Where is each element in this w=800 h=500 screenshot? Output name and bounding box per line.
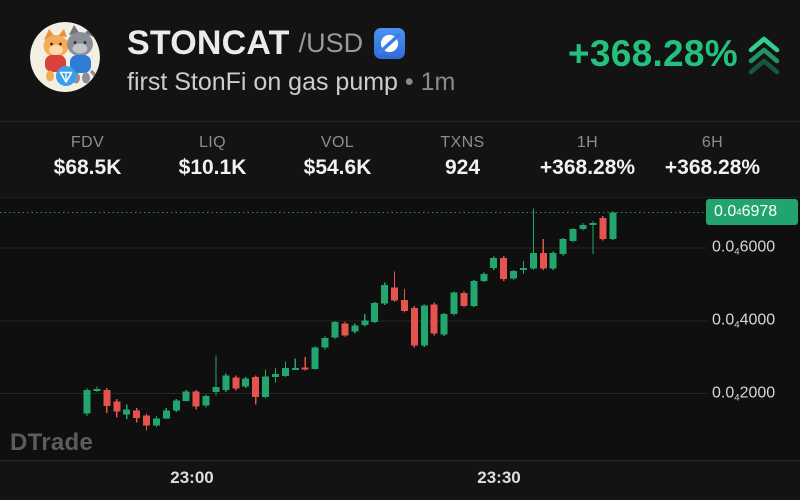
stat-value: $10.1K: [178, 156, 247, 179]
title-block: STONCAT/USD first StonFi on gas pump • 1…: [127, 24, 455, 97]
stat-label: FDV: [70, 134, 105, 151]
stonfi-app-icon[interactable]: [374, 28, 406, 59]
watermark: DTrade: [10, 429, 94, 456]
pair-suffix: /USD: [298, 28, 364, 58]
header: STONCAT/USD first StonFi on gas pump • 1…: [0, 0, 800, 121]
price-prefix: 0.0: [714, 203, 737, 221]
stat-label: VOL: [320, 134, 355, 151]
price-subscript: 4: [736, 206, 742, 218]
token-avatar-image: [30, 22, 100, 92]
page-title: STONCAT: [127, 24, 290, 62]
triple-chevron-up-icon: [748, 36, 780, 74]
timeframe-label: • 1m: [404, 68, 456, 96]
stat-label: TXNS: [440, 134, 485, 151]
candlestick-chart[interactable]: [0, 198, 800, 462]
stat-value: $68.5K: [53, 156, 122, 179]
current-price-badge: 0.0 4 6978: [706, 199, 798, 226]
stat-value: +368.28%: [539, 156, 636, 179]
chart-section: 0.0 4 6978 DTrade 0.046000 0.044000 0.042000: [0, 197, 800, 461]
token-avatar: [30, 22, 100, 92]
stats-bar: FDV $68.5K LIQ $10.1K VOL $54.6K TXNS 92…: [0, 121, 800, 197]
stat-label: 6H: [701, 134, 724, 151]
stat-value: +368.28%: [664, 156, 761, 179]
stat-label: 1H: [576, 134, 599, 151]
y-axis-label: 0.042000: [712, 384, 776, 403]
stat-fdv: FDV $68.5K: [25, 134, 150, 197]
time-axis: 23:00 23:30: [0, 462, 800, 500]
stat-txns: TXNS 924: [400, 134, 525, 197]
subtitle-text: first StonFi on gas pump: [127, 68, 398, 96]
stat-liq: LIQ $10.1K: [150, 134, 275, 197]
y-axis-label: 0.044000: [712, 311, 776, 331]
stat-6h: 6H +368.28%: [650, 134, 775, 197]
stat-value: $54.6K: [303, 156, 372, 179]
stat-value: 924: [444, 156, 481, 179]
change-block: +368.28%: [568, 33, 782, 75]
price-digits: 6978: [741, 203, 778, 221]
stat-vol: VOL $54.6K: [275, 134, 400, 197]
subtitle: first StonFi on gas pump • 1m: [127, 68, 455, 97]
time-axis-label: 23:00: [170, 468, 214, 487]
stat-label: LIQ: [199, 134, 226, 151]
price-change: +368.28%: [567, 33, 738, 74]
time-axis-label: 23:30: [477, 468, 521, 487]
stat-1h: 1H +368.28%: [525, 134, 650, 197]
y-axis-label: 0.046000: [712, 238, 776, 258]
